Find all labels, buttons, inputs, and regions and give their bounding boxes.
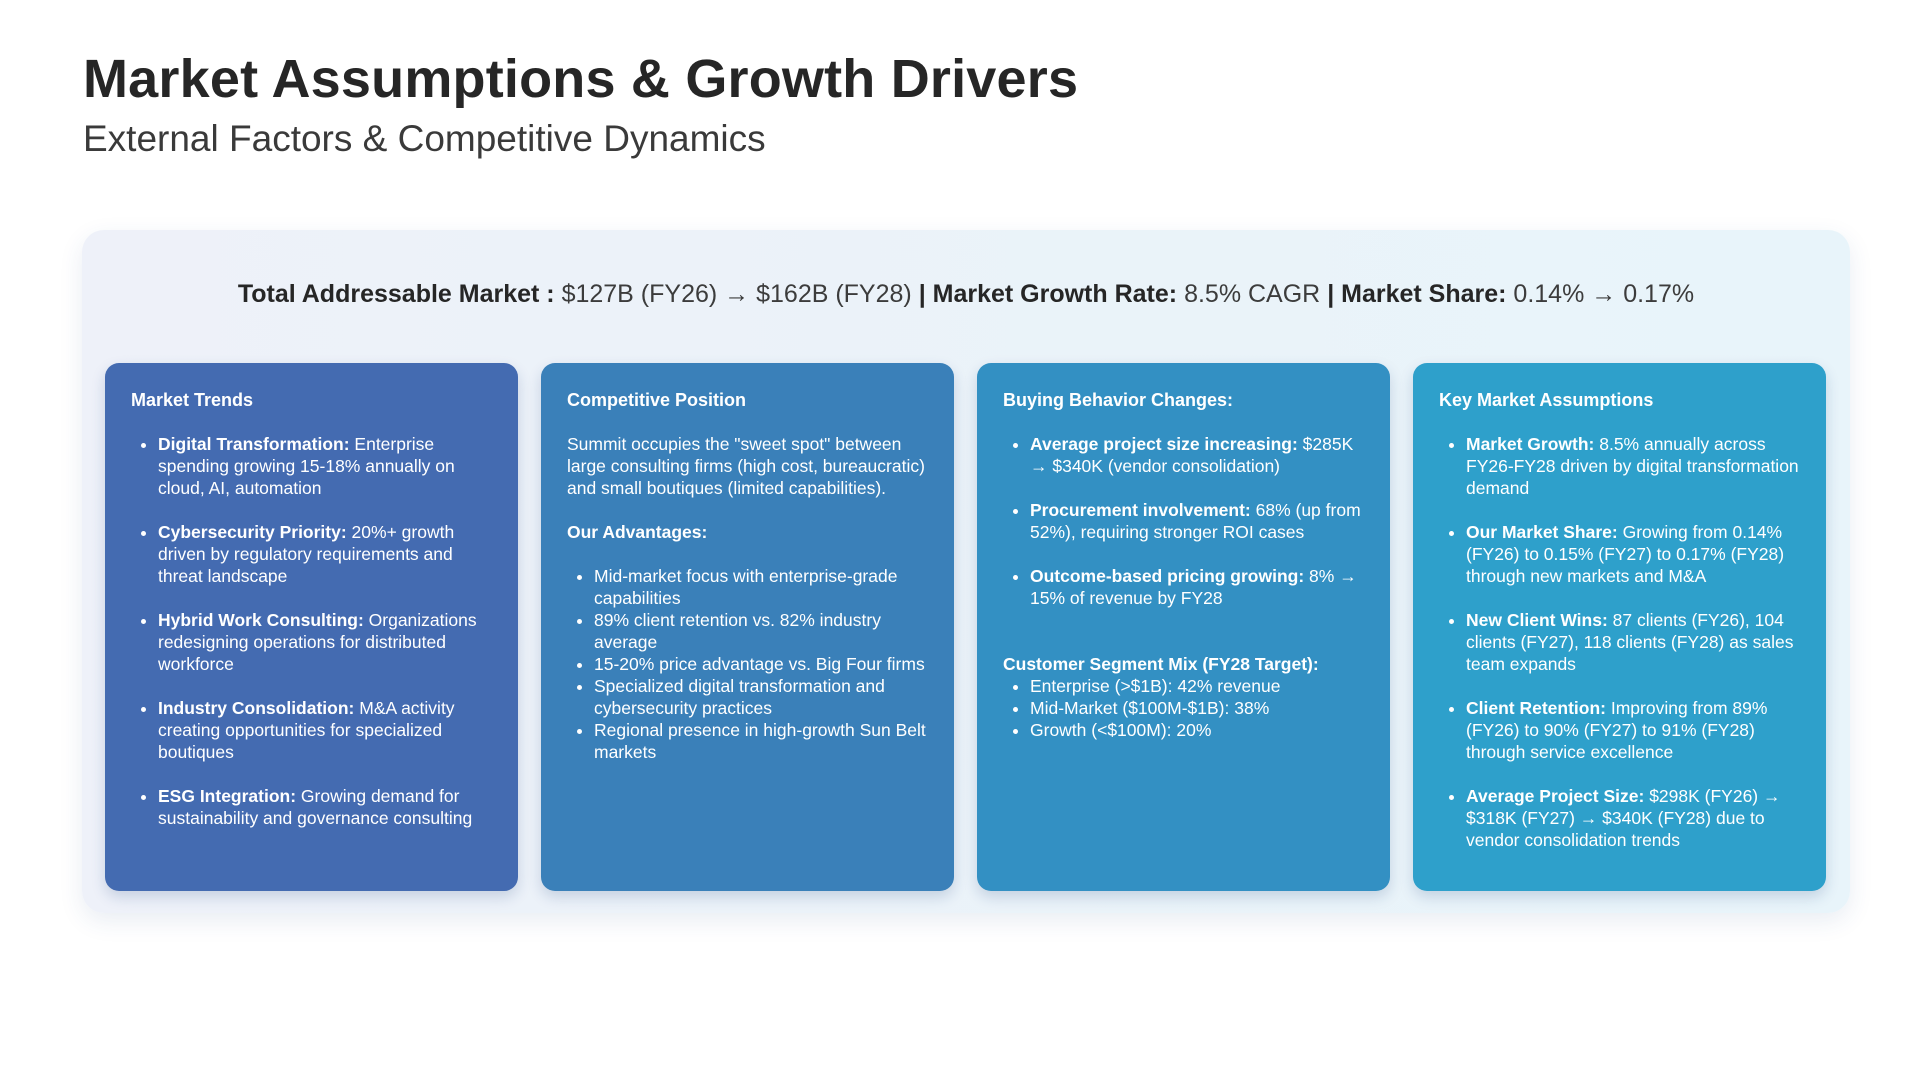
list-item: Procurement involvement: 68% (up from 52…	[1030, 499, 1364, 543]
list-item: Regional presence in high-growth Sun Bel…	[594, 719, 928, 763]
list-item: Our Market Share: Growing from 0.14% (FY…	[1466, 521, 1800, 587]
item-label: Industry Consolidation:	[158, 698, 355, 718]
growth-rate-value: 8.5% CAGR	[1177, 280, 1328, 308]
list-item: Client Retention: Improving from 89% (FY…	[1466, 697, 1800, 763]
item-label: New Client Wins:	[1466, 610, 1608, 630]
market-summary-line: Total Addressable Market : $127B (FY26) …	[82, 280, 1850, 309]
item-text: Growing demand for sustainability and go…	[158, 786, 473, 828]
item-label: Average project size increasing:	[1030, 434, 1298, 454]
item-label: Market Growth:	[1466, 434, 1595, 454]
item-text: Enterprise spending growing 15-18% annua…	[158, 434, 455, 498]
list-item: Outcome-based pricing growing: 8% → 15% …	[1030, 565, 1364, 609]
list-item: 89% client retention vs. 82% industry av…	[594, 609, 928, 653]
list-item: Average project size increasing: $285K →…	[1030, 433, 1364, 477]
item-label: Hybrid Work Consulting:	[158, 610, 364, 630]
market-share-label: Market Share:	[1334, 280, 1507, 308]
card-title: Key Market Assumptions	[1439, 390, 1654, 410]
item-text: M&A activity creating opportunities for …	[158, 698, 455, 762]
item-label: Client Retention:	[1466, 698, 1606, 718]
item-label: Digital Transformation:	[158, 434, 350, 454]
key-assumptions-card: Key Market Assumptions Market Growth: 8.…	[1413, 363, 1826, 891]
market-share-value: 0.14% → 0.17%	[1506, 280, 1695, 308]
item-text: $285K → $340K (vendor consolidation)	[1030, 434, 1354, 476]
card-row: Market Trends Digital Transformation: En…	[105, 363, 1826, 891]
buying-behavior-card: Buying Behavior Changes: Average project…	[977, 363, 1390, 891]
list-item: Industry Consolidation: M&A activity cre…	[158, 697, 492, 763]
list-item: New Client Wins: 87 clients (FY26), 104 …	[1466, 609, 1800, 675]
separator: |	[1327, 280, 1335, 308]
list-item: Hybrid Work Consulting: Organizations re…	[158, 609, 492, 675]
tam-value: $127B (FY26) → $162B (FY28)	[554, 280, 919, 308]
item-text: Growing from 0.14% (FY26) to 0.15% (FY27…	[1466, 522, 1785, 586]
item-text: Improving from 89% (FY26) to 90% (FY27) …	[1466, 698, 1768, 762]
list-item: Digital Transformation: Enterprise spend…	[158, 433, 492, 499]
page-title: Market Assumptions & Growth Drivers	[83, 49, 1079, 109]
advantages-heading: Our Advantages:	[567, 522, 708, 542]
item-label: Our Market Share:	[1466, 522, 1618, 542]
position-intro: Summit occupies the "sweet spot" between…	[567, 434, 925, 498]
item-text: 20%+ growth driven by regulatory require…	[158, 522, 455, 586]
key-assumptions-list: Market Growth: 8.5% annually across FY26…	[1439, 433, 1800, 851]
list-item: Market Growth: 8.5% annually across FY26…	[1466, 433, 1800, 499]
list-item: Specialized digital transformation and c…	[594, 675, 928, 719]
item-text: $298K (FY26) → $318K (FY27) → $340K (FY2…	[1466, 786, 1781, 850]
page-subtitle: External Factors & Competitive Dynamics	[83, 118, 766, 159]
card-title: Market Trends	[131, 390, 254, 410]
item-text: 8% → 15% of revenue by FY28	[1030, 566, 1357, 608]
content-panel: Total Addressable Market : $127B (FY26) …	[82, 230, 1850, 913]
card-title: Buying Behavior Changes:	[1003, 390, 1234, 410]
list-item: ESG Integration: Growing demand for sust…	[158, 785, 492, 829]
item-label: ESG Integration:	[158, 786, 297, 806]
list-item: Mid-Market ($100M-$1B): 38%	[1030, 697, 1364, 719]
separator: |	[918, 280, 926, 308]
item-label: Average Project Size:	[1466, 786, 1645, 806]
item-text: Organizations redesigning operations for…	[158, 610, 477, 674]
list-item: Growth (<$100M): 20%	[1030, 719, 1364, 741]
market-trends-list: Digital Transformation: Enterprise spend…	[131, 433, 492, 829]
item-label: Procurement involvement:	[1030, 500, 1251, 520]
growth-rate-label: Market Growth Rate:	[925, 280, 1178, 308]
segment-mix-list: Enterprise (>$1B): 42% revenue Mid-Marke…	[1003, 675, 1364, 741]
card-title: Competitive Position	[567, 390, 747, 410]
segment-mix-heading: Customer Segment Mix (FY28 Target):	[1003, 654, 1319, 674]
list-item: Enterprise (>$1B): 42% revenue	[1030, 675, 1364, 697]
item-label: Outcome-based pricing growing:	[1030, 566, 1305, 586]
competitive-position-card: Competitive Position Summit occupies the…	[541, 363, 954, 891]
item-text: 87 clients (FY26), 104 clients (FY27), 1…	[1466, 610, 1794, 674]
advantages-list: Mid-market focus with enterprise-grade c…	[567, 565, 928, 763]
buying-behavior-list: Average project size increasing: $285K →…	[1003, 433, 1364, 609]
tam-label: Total Addressable Market :	[237, 280, 555, 308]
list-item: Mid-market focus with enterprise-grade c…	[594, 565, 928, 609]
list-item: 15-20% price advantage vs. Big Four firm…	[594, 653, 928, 675]
item-label: Cybersecurity Priority:	[158, 522, 347, 542]
item-text: 8.5% annually across FY26-FY28 driven by…	[1466, 434, 1799, 498]
item-text: 68% (up from 52%), requiring stronger RO…	[1030, 500, 1361, 542]
list-item: Average Project Size: $298K (FY26) → $31…	[1466, 785, 1800, 851]
list-item: Cybersecurity Priority: 20%+ growth driv…	[158, 521, 492, 587]
market-trends-card: Market Trends Digital Transformation: En…	[105, 363, 518, 891]
